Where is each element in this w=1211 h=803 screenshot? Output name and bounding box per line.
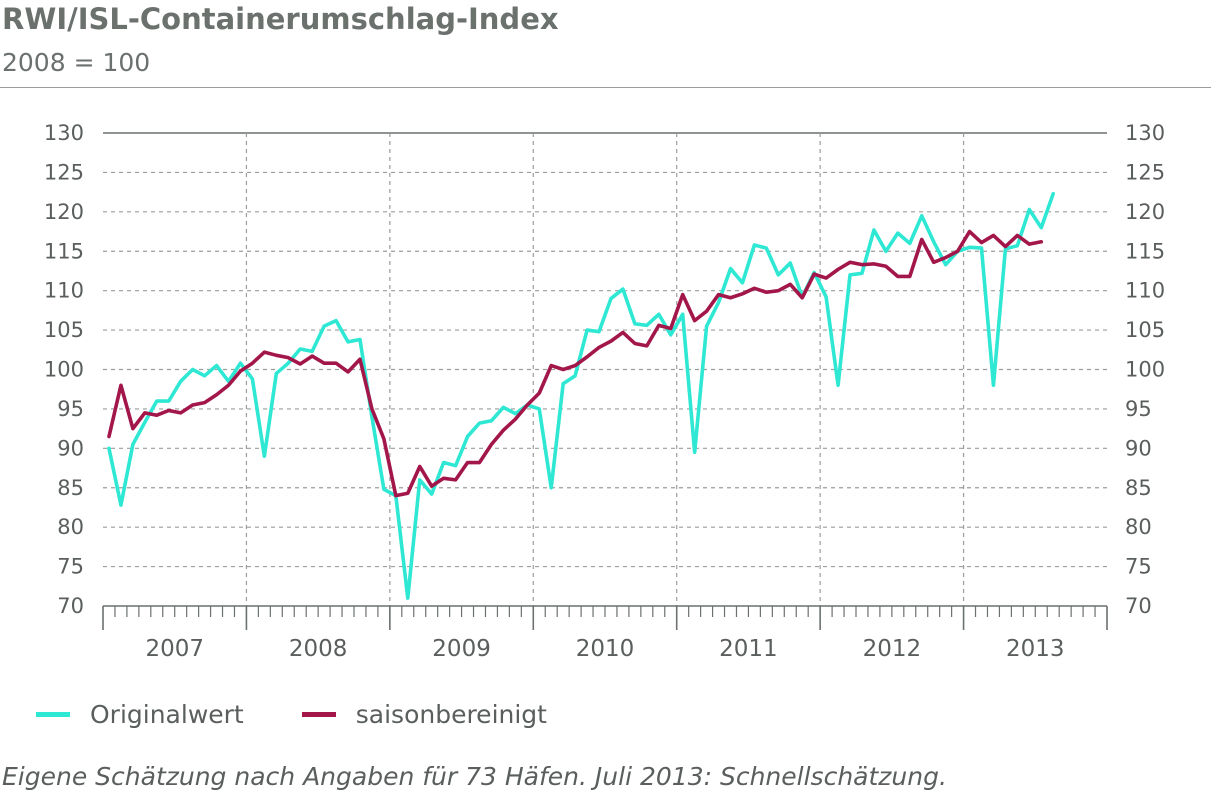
legend-label-original: Originalwert <box>90 699 244 729</box>
header-divider <box>0 87 1211 88</box>
chart-subtitle: 2008 = 100 <box>2 48 151 77</box>
y-tick-label-right-125: 125 <box>1125 160 1165 184</box>
y-tick-label-left-120: 120 <box>44 200 84 224</box>
y-tick-label-left-110: 110 <box>44 279 84 303</box>
y-tick-label-right-75: 75 <box>1125 555 1152 579</box>
y-tick-label-right-105: 105 <box>1125 318 1165 342</box>
footnote: Eigene Schätzung nach Angaben für 73 Häf… <box>2 762 947 791</box>
x-tick-label-2010: 2010 <box>576 636 635 662</box>
chart-title: RWI/ISL-Containerumschlag-Index <box>2 2 559 36</box>
series-line-original <box>107 191 1056 600</box>
y-tick-label-right-80: 80 <box>1125 515 1152 539</box>
legend-swatch-seasonal <box>301 711 336 717</box>
y-tick-label-right-70: 70 <box>1125 594 1152 618</box>
x-tick-label-2013: 2013 <box>1006 636 1065 662</box>
y-tick-label-left-95: 95 <box>57 397 84 421</box>
legend-item-original: Originalwert <box>36 700 244 729</box>
y-tick-label-left-100: 100 <box>44 358 84 382</box>
y-tick-label-left-70: 70 <box>57 594 84 618</box>
line-chart: 130 130 125 125 120 120 115 115 110 110 105 105 100 1… <box>44 121 1165 662</box>
y-tick-label-right-115: 115 <box>1125 239 1165 263</box>
y-tick-label-left-90: 90 <box>57 436 84 460</box>
y-tick-label-left-115: 115 <box>44 239 84 263</box>
y-tick-label-left-125: 125 <box>44 160 84 184</box>
series-line-seasonal <box>107 229 1044 498</box>
legend-label-seasonal: saisonbereinigt <box>355 699 547 729</box>
chart-legend: Originalwert saisonbereinigt <box>36 696 605 732</box>
x-tick-label-2008: 2008 <box>289 636 348 662</box>
y-tick-label-right-110: 110 <box>1125 279 1165 303</box>
y-tick-label-left-75: 75 <box>57 555 84 579</box>
y-tick-label-left-130: 130 <box>44 121 84 145</box>
y-tick-label-right-90: 90 <box>1125 436 1152 460</box>
x-tick-label-2012: 2012 <box>863 636 922 662</box>
legend-item-seasonal: saisonbereinigt <box>301 699 547 729</box>
y-tick-label-right-85: 85 <box>1125 476 1152 500</box>
x-tick-label-2011: 2011 <box>719 636 778 662</box>
y-tick-label-left-85: 85 <box>57 476 84 500</box>
y-tick-label-right-100: 100 <box>1125 358 1165 382</box>
legend-swatch-original <box>36 711 70 717</box>
y-tick-label-left-105: 105 <box>44 318 84 342</box>
x-tick-label-2007: 2007 <box>145 636 204 662</box>
y-tick-label-right-95: 95 <box>1125 397 1152 421</box>
y-tick-label-left-80: 80 <box>57 515 84 539</box>
y-tick-label-right-120: 120 <box>1125 200 1165 224</box>
y-tick-label-right-130: 130 <box>1125 121 1165 145</box>
x-tick-label-2009: 2009 <box>432 636 491 662</box>
